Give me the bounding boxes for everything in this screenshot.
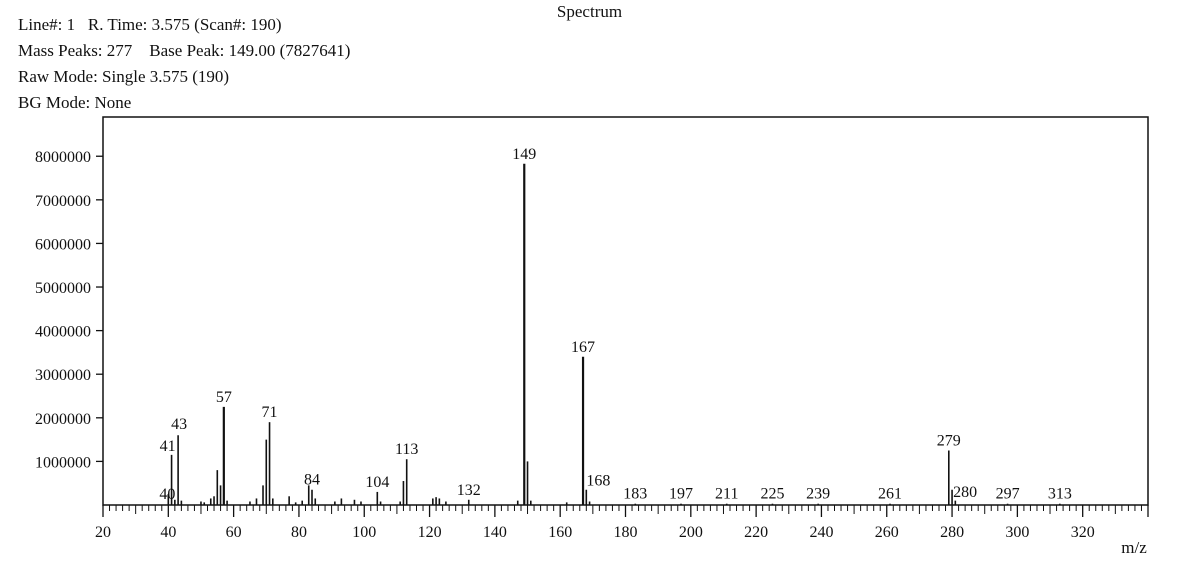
peak-label: 183 [623, 486, 647, 503]
peak-label: 84 [304, 472, 320, 489]
x-axis: 20 40 60 80 100 120 140 160 180 200 220 240 260 280 30… [95, 505, 1149, 541]
peak-label: 279 [937, 433, 961, 450]
y-tick-label: 2000000 [35, 411, 91, 428]
x-tick-label: 260 [875, 524, 899, 541]
peak-label: 57 [216, 389, 232, 406]
y-axis: 1000000 2000000 3000000 4000000 5000000 60000… [35, 149, 103, 471]
y-tick-label: 5000000 [35, 280, 91, 297]
x-tick-label: 120 [418, 524, 442, 541]
y-tick-label: 3000000 [35, 367, 91, 384]
peak-label: 211 [715, 486, 738, 503]
peak-label: 225 [760, 486, 784, 503]
x-tick-label: 40 [160, 524, 176, 541]
x-tick-label: 220 [744, 524, 768, 541]
chart-title: Spectrum [556, 2, 623, 21]
x-axis-label: m/z [1121, 538, 1147, 557]
plot-frame [102, 116, 1149, 506]
peak-label: 313 [1048, 486, 1072, 503]
x-tick-label: 280 [940, 524, 964, 541]
y-tick-label: 1000000 [35, 454, 91, 471]
x-tick-label: 240 [809, 524, 833, 541]
peak-label: 197 [669, 486, 693, 503]
peak-label: 280 [953, 484, 977, 501]
x-tick-label: 180 [614, 524, 638, 541]
peak-label: 104 [365, 474, 389, 491]
peak-label: 41 [160, 438, 176, 455]
x-tick-label: 100 [352, 524, 376, 541]
y-tick-label: 7000000 [35, 193, 91, 210]
info-line-scan: Line#: 1 R. Time: 3.575 (Scan#: 190) [18, 15, 282, 34]
info-line-bg-mode: BG Mode: None [18, 93, 132, 112]
peak-label: 168 [586, 473, 610, 490]
peak-label: 43 [171, 416, 187, 433]
info-line-peaks: Mass Peaks: 277 Base Peak: 149.00 (78276… [18, 41, 351, 60]
peak-label: 71 [262, 404, 278, 421]
peak-label: 297 [996, 486, 1020, 503]
y-tick-label: 8000000 [35, 149, 91, 166]
y-tick-label: 4000000 [35, 324, 91, 341]
x-tick-label: 60 [226, 524, 242, 541]
x-tick-label: 320 [1071, 524, 1095, 541]
x-tick-label: 300 [1005, 524, 1029, 541]
peak-label: 239 [806, 486, 830, 503]
peaks-layer: 40 41 43 57 71 84 104 113 132 149 167 168 183 197 211 2… [159, 146, 1072, 505]
y-tick-label: 6000000 [35, 236, 91, 253]
x-tick-label: 160 [548, 524, 572, 541]
peak-label: 40 [159, 486, 175, 503]
x-tick-label: 80 [291, 524, 307, 541]
peak-label: 149 [512, 146, 536, 163]
peak-label: 261 [878, 486, 902, 503]
peak-label: 167 [571, 339, 595, 356]
info-line-raw-mode: Raw Mode: Single 3.575 (190) [18, 67, 230, 86]
x-tick-label: 200 [679, 524, 703, 541]
peak-label: 132 [457, 482, 481, 499]
peak-label: 113 [395, 441, 418, 458]
x-tick-label: 20 [95, 524, 111, 541]
x-tick-label: 140 [483, 524, 507, 541]
